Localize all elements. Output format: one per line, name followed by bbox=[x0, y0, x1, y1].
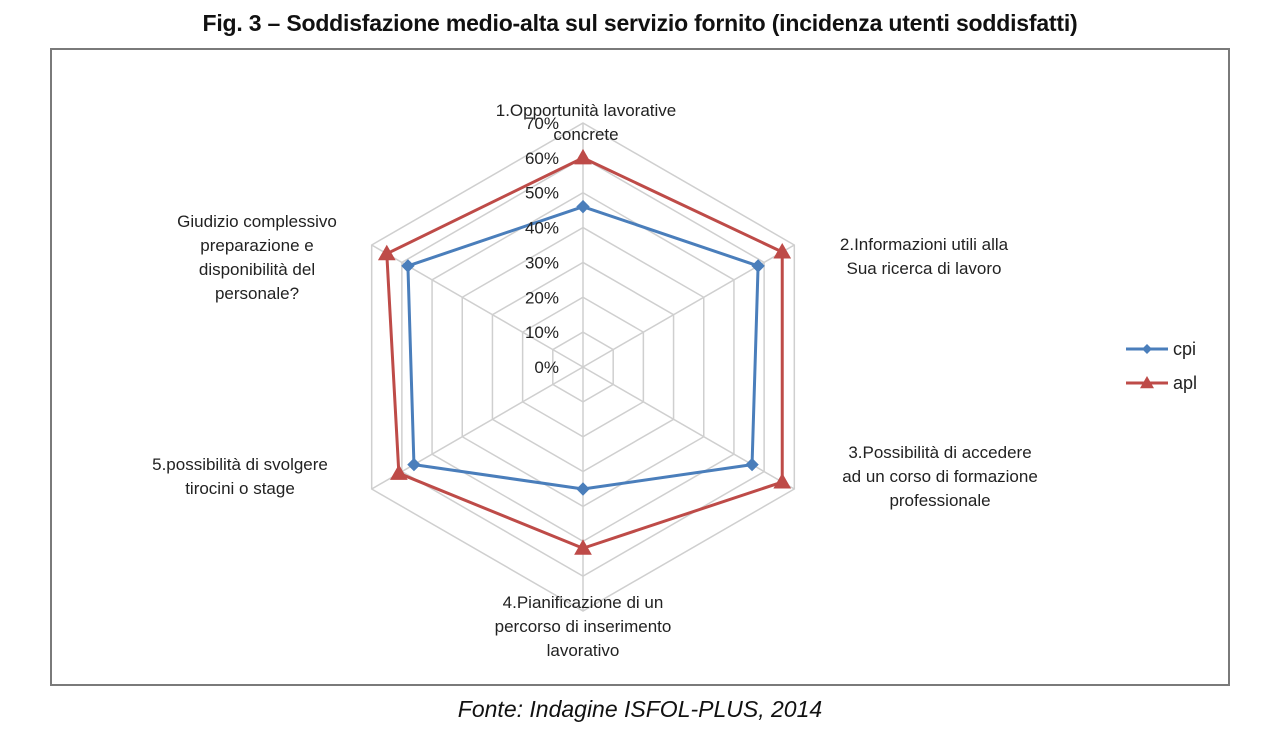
tick-label: 50% bbox=[525, 184, 559, 203]
category-labels: 1.Opportunità lavorative concrete 2.Inform… bbox=[152, 101, 1038, 660]
radial-axis-ticks: 0% 10% 20% 30% 40% 50% 60% 70% bbox=[525, 114, 559, 377]
tick-label: 10% bbox=[525, 323, 559, 342]
legend-marker-apl bbox=[1140, 376, 1154, 389]
category-label: 4.Pianificazione di un percorso di inseri… bbox=[495, 593, 672, 660]
tick-label: 60% bbox=[525, 149, 559, 168]
data-point-apl bbox=[773, 242, 792, 259]
data-point-cpi bbox=[401, 259, 415, 273]
data-point-apl bbox=[574, 539, 592, 555]
tick-label: 30% bbox=[525, 253, 559, 272]
radar-grid bbox=[370, 122, 796, 612]
legend: cpi apl bbox=[1126, 339, 1197, 393]
legend-label-apl: apl bbox=[1173, 373, 1197, 393]
tick-label: 0% bbox=[534, 358, 559, 377]
chart-title: Fig. 3 – Soddisfazione medio-alta sul se… bbox=[202, 10, 1078, 36]
category-label: Giudizio complessivo preparazione e dispon… bbox=[177, 212, 337, 303]
data-point-cpi bbox=[576, 482, 590, 496]
category-label: 3.Possibilità di accedere ad un corso di … bbox=[842, 443, 1038, 510]
category-label: 2.Informazioni utili alla Sua ricerca di … bbox=[840, 235, 1009, 278]
legend-marker-cpi bbox=[1142, 344, 1152, 354]
legend-label-cpi: cpi bbox=[1173, 339, 1196, 359]
data-point-apl bbox=[389, 464, 408, 480]
tick-label: 70% bbox=[525, 114, 559, 133]
tick-label: 40% bbox=[525, 219, 559, 238]
data-point-cpi bbox=[751, 259, 765, 273]
data-point-apl bbox=[377, 244, 396, 261]
data-point-cpi bbox=[407, 457, 421, 472]
grid-spoke bbox=[582, 366, 795, 490]
data-point-apl bbox=[773, 473, 792, 489]
category-label: 5.possibilità di svolgere tirocini o stag… bbox=[152, 455, 328, 498]
data-point-cpi bbox=[576, 199, 590, 214]
chart-frame bbox=[50, 48, 1230, 686]
data-point-apl bbox=[574, 148, 592, 165]
chart-source: Fonte: Indagine ISFOL-PLUS, 2014 bbox=[457, 696, 823, 722]
category-label: 1.Opportunità lavorative concrete bbox=[496, 101, 677, 144]
grid-spoke bbox=[371, 366, 584, 490]
series-apl bbox=[377, 148, 792, 555]
data-point-cpi bbox=[745, 457, 759, 472]
grid-spoke bbox=[582, 244, 795, 368]
tick-label: 20% bbox=[525, 288, 559, 307]
series-cpi bbox=[401, 199, 765, 496]
